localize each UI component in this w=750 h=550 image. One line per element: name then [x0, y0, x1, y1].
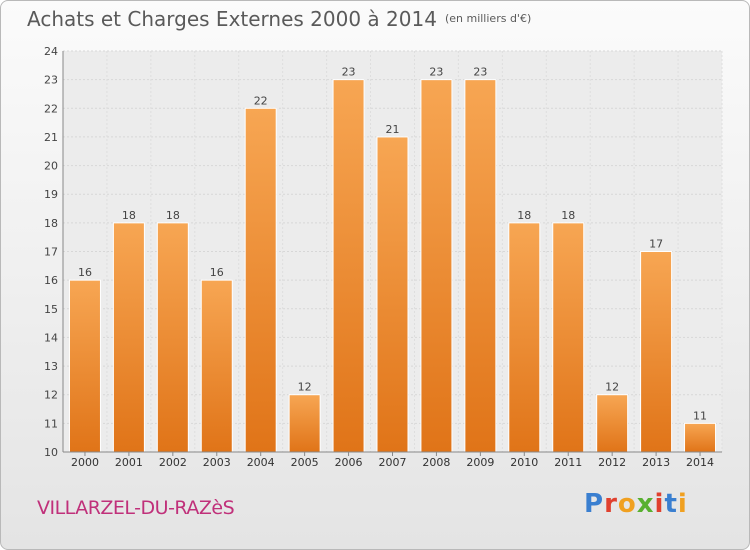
bar-value-label: 18 — [561, 209, 575, 222]
y-tick-label: 23 — [44, 74, 58, 87]
bar-value-label: 18 — [122, 209, 136, 222]
bar-value-label: 16 — [210, 266, 224, 279]
x-tick-label: 2005 — [291, 456, 319, 469]
bar-value-label: 22 — [254, 94, 268, 107]
logo-letter: P — [584, 489, 605, 519]
chart-unit: (en milliers d'€) — [444, 12, 532, 25]
x-tick-label: 2008 — [422, 456, 450, 469]
x-tick-label: 2009 — [466, 456, 494, 469]
logo-letter: r — [604, 489, 618, 519]
x-tick-label: 2004 — [247, 456, 275, 469]
bar-value-label: 23 — [342, 66, 356, 79]
bar — [112, 222, 145, 453]
y-tick-label: 10 — [44, 446, 58, 459]
bar — [684, 422, 717, 453]
y-tick-label: 18 — [44, 217, 58, 230]
bar-value-label: 23 — [473, 66, 487, 79]
y-tick-label: 11 — [44, 417, 58, 430]
bar-value-label: 16 — [78, 266, 92, 279]
y-tick-label: 22 — [44, 102, 58, 115]
bar-value-label: 11 — [693, 409, 707, 422]
proxiti-logo: Proxiti — [584, 489, 688, 519]
y-tick-label: 24 — [44, 45, 58, 58]
y-tick-label: 12 — [44, 389, 58, 402]
logo-letter: t — [664, 489, 678, 519]
bar — [68, 279, 101, 453]
x-tick-label: 2013 — [642, 456, 670, 469]
bar — [640, 251, 673, 453]
x-tick-label: 2003 — [203, 456, 231, 469]
bar — [596, 394, 629, 453]
bar-value-label: 21 — [386, 123, 400, 136]
y-tick-label: 14 — [44, 331, 58, 344]
logo-letter: o — [617, 489, 637, 519]
bar-value-label: 12 — [298, 381, 312, 394]
x-tick-label: 2007 — [379, 456, 407, 469]
x-tick-label: 2000 — [71, 456, 99, 469]
bar-value-label: 17 — [649, 238, 663, 251]
y-tick-label: 16 — [44, 274, 58, 287]
bar-value-label: 18 — [517, 209, 531, 222]
town-name: VILLARZEL-DU-RAZèS — [37, 497, 235, 519]
x-tick-label: 2014 — [686, 456, 714, 469]
y-tick-label: 15 — [44, 303, 58, 316]
x-tick-label: 2012 — [598, 456, 626, 469]
bar — [464, 79, 497, 453]
bar-value-label: 23 — [429, 66, 443, 79]
x-tick-label: 2002 — [159, 456, 187, 469]
x-tick-label: 2006 — [335, 456, 363, 469]
y-tick-label: 21 — [44, 131, 58, 144]
x-tick-label: 2011 — [554, 456, 582, 469]
chart-title: Achats et Charges Externes 2000 à 2014 — [27, 7, 437, 31]
bar — [288, 394, 321, 453]
y-tick-label: 17 — [44, 246, 58, 259]
logo-letter: x — [636, 489, 655, 519]
y-tick-label: 13 — [44, 360, 58, 373]
bar — [244, 107, 277, 453]
bar — [420, 79, 453, 453]
bar — [156, 222, 189, 453]
x-tick-label: 2001 — [115, 456, 143, 469]
y-tick-label: 19 — [44, 188, 58, 201]
bar — [508, 222, 541, 453]
bar-value-label: 12 — [605, 381, 619, 394]
y-tick-label: 20 — [44, 160, 58, 173]
logo-letter: i — [654, 489, 665, 519]
bar-value-label: 18 — [166, 209, 180, 222]
chart-title-group: Achats et Charges Externes 2000 à 2014 (e… — [27, 7, 531, 31]
bar — [200, 279, 233, 453]
logo-letter: i — [677, 489, 688, 519]
bar — [552, 222, 585, 453]
bar — [332, 79, 365, 453]
x-tick-label: 2010 — [510, 456, 538, 469]
bar — [376, 136, 409, 453]
